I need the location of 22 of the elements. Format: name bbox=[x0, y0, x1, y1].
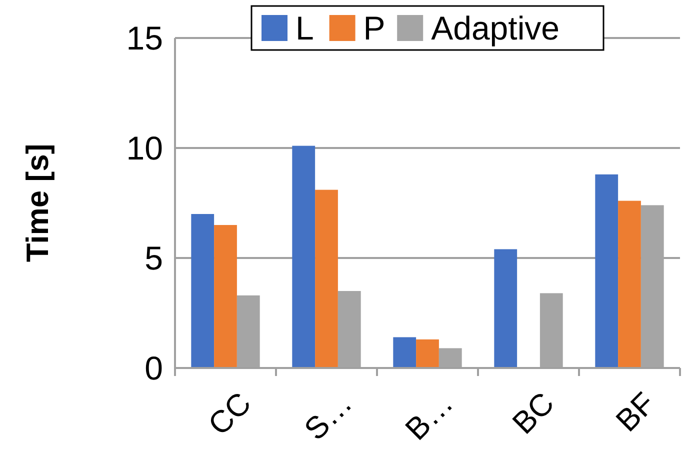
bar bbox=[393, 337, 416, 368]
y-tick-label: 15 bbox=[126, 20, 163, 57]
bar bbox=[416, 339, 439, 368]
bar bbox=[315, 190, 338, 368]
legend-label: Adaptive bbox=[431, 10, 560, 47]
y-tick-label: 5 bbox=[144, 240, 163, 277]
y-tick-label: 0 bbox=[144, 350, 163, 387]
bar bbox=[191, 214, 214, 368]
y-tick-label: 10 bbox=[126, 130, 163, 167]
bar bbox=[494, 249, 518, 368]
x-tick-label: BF bbox=[609, 386, 662, 438]
y-axis-title: Time [s] bbox=[20, 144, 55, 262]
legend-label: L bbox=[296, 10, 314, 47]
bar bbox=[292, 146, 316, 368]
legend-label: P bbox=[363, 10, 386, 47]
x-tick-label: CC bbox=[201, 386, 258, 442]
x-tick-label: S… bbox=[297, 386, 359, 447]
x-tick-label: B… bbox=[398, 386, 460, 447]
bar bbox=[618, 200, 641, 368]
bar bbox=[214, 225, 237, 368]
x-tick-label: BC bbox=[506, 386, 561, 441]
bar bbox=[595, 174, 618, 368]
